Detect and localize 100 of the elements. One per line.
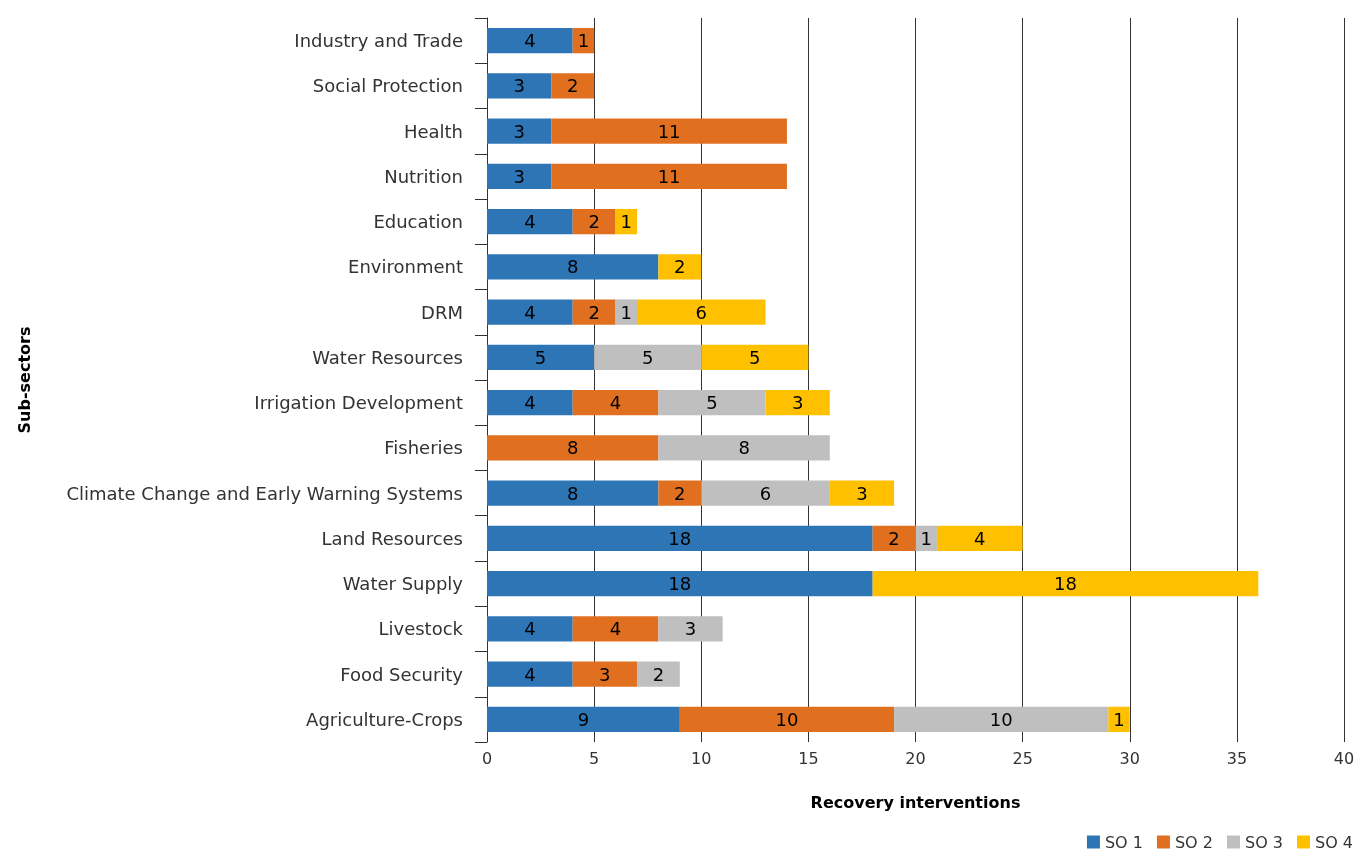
- bar: [551, 73, 595, 99]
- data-label: 9: [577, 708, 590, 730]
- data-label: 2: [588, 301, 600, 323]
- x-tick-label: 0: [481, 748, 493, 768]
- data-label: 10: [989, 708, 1013, 730]
- bar: [551, 118, 787, 144]
- y-tick-label: Irrigation Development: [254, 392, 463, 414]
- data-label: 4: [609, 392, 622, 414]
- bar: [487, 616, 573, 642]
- data-label: 11: [657, 165, 681, 187]
- y-tick-label: Environment: [348, 256, 463, 278]
- data-label: 4: [609, 618, 622, 640]
- data-label: 11: [657, 120, 681, 142]
- y-tick-label: Water Supply: [342, 573, 464, 595]
- legend-label: SO 1: [1104, 832, 1143, 852]
- x-tick-label: 15: [798, 748, 819, 768]
- bar: [658, 480, 702, 506]
- x-tick-label: 35: [1226, 748, 1248, 768]
- legend-label: SO 2: [1174, 832, 1213, 852]
- data-label: 4: [524, 392, 536, 414]
- data-label: 4: [524, 663, 536, 685]
- data-label: 4: [974, 527, 986, 549]
- data-label: 3: [599, 663, 611, 685]
- data-label: 18: [1054, 573, 1077, 595]
- y-tick-label: Food Security: [340, 663, 464, 685]
- legend-label: SO 3: [1244, 832, 1283, 852]
- x-tick-label: 20: [905, 748, 926, 768]
- data-label: 6: [759, 482, 772, 504]
- bar: [572, 389, 659, 416]
- data-label: 3: [513, 120, 525, 142]
- x-tick-label: 10: [691, 748, 712, 768]
- bar: [1108, 706, 1130, 733]
- y-tick-label: Climate Change and Early Warning Systems: [66, 482, 463, 504]
- bar: [487, 118, 552, 144]
- data-label: 3: [513, 75, 525, 97]
- y-tick-label: Fisheries: [384, 437, 463, 459]
- data-label: 8: [566, 482, 579, 504]
- bar: [829, 480, 895, 506]
- x-axis-title: Recovery interventions: [810, 792, 1021, 812]
- bar: [572, 299, 616, 325]
- x-tick-label: 5: [589, 748, 600, 768]
- data-label: 8: [738, 437, 750, 459]
- bar: [894, 706, 1109, 733]
- x-tick-label: 40: [1333, 748, 1355, 768]
- bar: [487, 706, 680, 733]
- y-tick-label: Industry and Trade: [294, 30, 463, 52]
- y-tick-label: Nutrition: [384, 165, 463, 187]
- bar: [572, 661, 637, 687]
- bar: [487, 163, 552, 190]
- data-label: 5: [749, 346, 761, 368]
- data-label: 4: [524, 211, 536, 233]
- y-tick-label: Land Resources: [321, 527, 463, 549]
- data-label: 3: [856, 482, 868, 504]
- y-tick-label: Health: [403, 120, 463, 142]
- bar: [658, 254, 702, 280]
- data-label: 1: [577, 30, 590, 52]
- data-label: 3: [513, 165, 525, 187]
- data-label: 4: [524, 301, 536, 323]
- data-label: 1: [920, 527, 932, 549]
- bar: [487, 344, 595, 371]
- data-label: 10: [775, 708, 799, 730]
- data-label: 5: [534, 346, 547, 368]
- bar: [936, 525, 1023, 552]
- y-tick-label: Agriculture-Crops: [306, 708, 463, 730]
- y-axis-title: Sub-sectors: [14, 326, 34, 434]
- bar: [615, 299, 637, 325]
- data-label: 4: [524, 618, 536, 640]
- data-label: 2: [652, 663, 665, 685]
- data-label: 18: [668, 573, 692, 595]
- bar: [679, 706, 895, 733]
- bar: [487, 208, 573, 235]
- data-label: 2: [588, 211, 600, 233]
- bar: [487, 435, 659, 461]
- data-label: 8: [566, 437, 579, 459]
- y-tick-label: Education: [373, 211, 463, 233]
- data-label: 5: [706, 392, 718, 414]
- bar: [658, 435, 830, 461]
- bar: [872, 525, 916, 552]
- bar: [594, 344, 702, 371]
- data-label: 2: [566, 75, 579, 97]
- bar: [487, 480, 659, 506]
- bar: [701, 344, 809, 371]
- bar: [487, 299, 573, 325]
- bar: [487, 27, 573, 54]
- bar: [487, 661, 573, 687]
- bar: [572, 616, 659, 642]
- data-label: 2: [674, 256, 686, 278]
- bar: [701, 480, 830, 506]
- y-tick-label: Livestock: [378, 618, 464, 640]
- data-label: 8: [566, 256, 579, 278]
- data-label: 2: [674, 482, 686, 504]
- bar: [487, 254, 659, 280]
- data-label: 6: [695, 301, 707, 323]
- legend-label: SO 4: [1314, 832, 1353, 852]
- bar: [551, 163, 787, 190]
- data-label: 4: [524, 30, 536, 52]
- bar: [658, 616, 723, 642]
- bar: [658, 389, 766, 416]
- data-label: 1: [1113, 708, 1125, 730]
- bar: [487, 570, 873, 597]
